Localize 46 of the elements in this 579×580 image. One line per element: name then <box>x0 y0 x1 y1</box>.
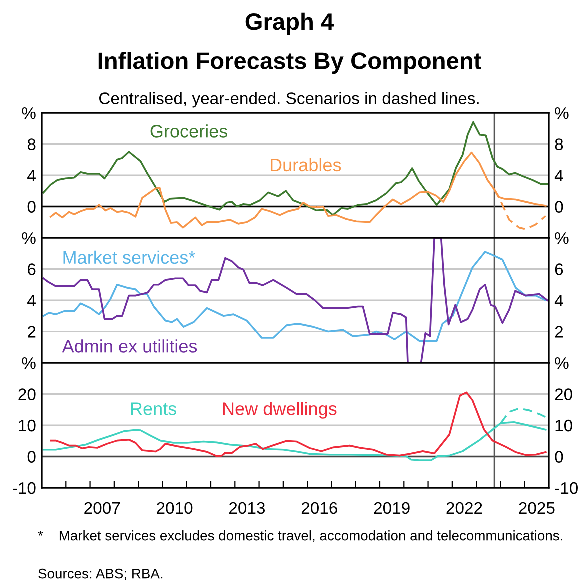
y2-tick-label: 2 <box>555 326 563 338</box>
series-label: New dwellings <box>223 402 337 419</box>
chart-subtitle: Centralised, year-ended. Scenarios in dashed lines. <box>100 92 479 108</box>
y2-tick-label: 8 <box>555 138 564 150</box>
y2-tick-label: % <box>555 232 569 244</box>
x-tick-label: 2025 <box>519 502 555 514</box>
y-tick-label: 4 <box>28 170 36 182</box>
text: Durables <box>270 158 342 172</box>
y2-tick-label: 0 <box>555 201 564 213</box>
y-tick-label: 4 <box>28 295 36 307</box>
text: * Market services excludes domestic travel, accomodation and telecommunications. <box>38 530 562 542</box>
chart-title: Graph 4 Inflation Forecasts By Component <box>98 12 482 74</box>
y2-tick-label: 4 <box>554 295 564 307</box>
y-tick-label: 6 <box>28 264 36 276</box>
y2-tick-label: 10 <box>556 420 572 432</box>
series-label: Groceries <box>150 124 228 138</box>
y-tick-label: % <box>22 357 36 370</box>
y-tick-label: -10 <box>13 482 36 494</box>
x-tick-label: 2019 <box>374 502 410 514</box>
series-label: Market services* <box>64 250 196 264</box>
line-series <box>50 392 547 458</box>
x-tick-label: 2013 <box>230 502 266 514</box>
y2-tick-label: -10 <box>555 482 578 494</box>
series-label: Rents <box>131 402 176 416</box>
y2-tick-label: 4 <box>554 170 564 182</box>
source-note: Sources: ABS; RBA. <box>38 568 163 580</box>
y-tick-label: 10 <box>19 420 36 432</box>
x-tick-label: 2010 <box>157 502 193 514</box>
y-tick-label: 8 <box>28 138 36 150</box>
y2-tick-label: 20 <box>555 388 572 400</box>
y2-tick-label: % <box>555 107 569 120</box>
y-tick-label: 0 <box>28 201 36 213</box>
x-tick-label: 2022 <box>446 502 482 514</box>
y2-tick-label: 0 <box>555 451 564 463</box>
y-tick-label: 20 <box>18 388 36 400</box>
y2-tick-label: % <box>555 357 569 370</box>
y2-tick-label: 6 <box>555 264 564 276</box>
x-tick-label: 2007 <box>84 502 120 514</box>
y-tick-label: % <box>22 232 36 244</box>
line-series <box>42 121 548 216</box>
y-tick-label: % <box>22 107 36 120</box>
series-label: Admin ex utilities <box>62 340 198 353</box>
x-tick-label: 2016 <box>302 502 338 514</box>
y-tick-label: 2 <box>28 326 36 338</box>
y-tick-label: 0 <box>28 451 36 463</box>
line-series <box>50 152 547 229</box>
